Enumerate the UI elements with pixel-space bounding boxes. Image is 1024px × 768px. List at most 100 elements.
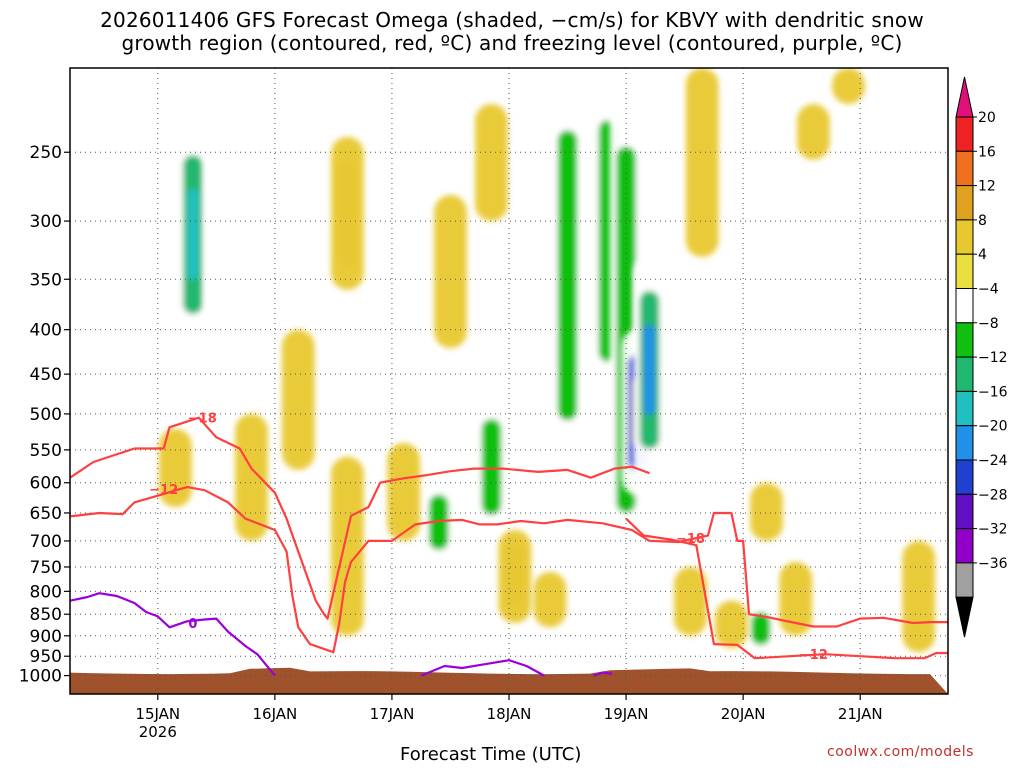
y-tick-label-450: 450 <box>30 365 62 385</box>
pos-omega-blob-3 <box>331 136 364 290</box>
colorbar-label-0: 20 <box>978 110 996 126</box>
x-tick-label-19JAN: 19JAN <box>604 705 649 723</box>
pos-omega-blob-17 <box>685 68 719 258</box>
pos-omega-blob-11 <box>715 600 748 649</box>
y-tick-label-500: 500 <box>30 405 62 425</box>
colorbar-label-9: −20 <box>978 419 1008 435</box>
pos-omega-outer <box>387 442 421 541</box>
y-tick-label-1000: 1000 <box>19 667 62 687</box>
neg-omega-outer <box>398 68 432 246</box>
colorbar-label-10: −24 <box>978 453 1008 469</box>
neg-omega-mid <box>528 122 549 375</box>
x-tick-label-20JAN: 20JAN <box>721 705 766 723</box>
pos-omega-outer <box>434 195 467 349</box>
pos-omega-outer <box>674 566 707 636</box>
contour-label-4: 0 <box>188 617 197 632</box>
colorbar-swatch-3 <box>955 219 974 255</box>
pos-omega-blob-2 <box>281 329 315 470</box>
y-tick-label-400: 400 <box>30 321 62 341</box>
y-tick-label-800: 800 <box>30 582 62 602</box>
pos-omega-blob-9 <box>533 571 567 628</box>
pos-omega-blob-14 <box>796 103 830 160</box>
pos-omega-blob-1 <box>235 413 268 541</box>
neg-omega-blob-9 <box>398 68 432 246</box>
colorbar-label-11: −28 <box>978 487 1008 503</box>
pos-omega-outer <box>281 329 315 470</box>
x-tick-label-17JAN: 17JAN <box>370 705 415 723</box>
colorbar-label-7: −12 <box>978 350 1008 366</box>
neg-omega-mid <box>557 130 578 421</box>
pos-omega-blob-5 <box>387 442 421 541</box>
contour-line-5 <box>420 659 545 677</box>
colorbar-label-1: 16 <box>978 144 996 160</box>
neg-omega-outer <box>767 152 801 366</box>
colorbar-top-arrow <box>955 76 974 118</box>
neg-omega-blob-1 <box>82 68 116 357</box>
neg-omega-mid <box>311 116 332 343</box>
pos-omega-outer <box>779 561 813 636</box>
x-tick-sublabel-15JAN: 2026 <box>139 723 177 741</box>
colorbar-label-2: 12 <box>978 179 996 195</box>
neg-omega-blob-25 <box>843 618 877 645</box>
colorbar-swatch-6 <box>955 322 974 358</box>
neg-omega-blob-21 <box>855 221 889 383</box>
y-tick-label-900: 900 <box>30 627 62 647</box>
neg-omega-mid <box>428 494 449 551</box>
neg-omega-outer <box>855 221 889 383</box>
neg-omega-outer <box>205 68 239 399</box>
credit-text: coolwx.com/models <box>827 744 974 760</box>
colorbar-bottom-arrow <box>955 596 974 638</box>
colorbar-swatch-9 <box>955 425 974 461</box>
neg-omega-blob-14 <box>551 68 584 483</box>
neg-omega-core <box>643 324 656 416</box>
neg-omega-blob-20 <box>767 152 801 366</box>
pos-omega-outer <box>715 600 748 649</box>
y-tick-label-550: 550 <box>30 441 62 461</box>
pos-omega-outer <box>331 456 364 636</box>
neg-omega-core <box>187 188 199 280</box>
y-tick-label-700: 700 <box>30 532 62 552</box>
pos-omega-mid <box>505 543 525 610</box>
neg-omega-blob-6 <box>252 68 286 330</box>
y-tick-label-650: 650 <box>30 504 62 524</box>
neg-omega-blob-13 <box>521 68 555 429</box>
pos-omega-mid <box>337 159 358 267</box>
colorbar-swatch-2 <box>955 185 974 221</box>
neg-omega-blob-22 <box>919 167 948 429</box>
pos-omega-outer <box>902 540 936 653</box>
x-tick-label-16JAN: 16JAN <box>252 705 297 723</box>
neg-omega-mid <box>750 612 771 646</box>
neg-omega-blob-4 <box>176 120 210 349</box>
colorbar-label-12: −32 <box>978 522 1008 538</box>
colorbar-label-3: 8 <box>978 213 987 229</box>
neg-omega-outer <box>919 167 948 429</box>
pos-omega-outer <box>235 413 268 541</box>
pos-omega-outer <box>685 68 719 258</box>
colorbar-swatch-4 <box>955 253 974 289</box>
pos-omega-blob-4 <box>331 456 364 636</box>
y-tick-label-350: 350 <box>30 270 62 290</box>
x-axis-label: Forecast Time (UTC) <box>400 744 582 765</box>
y-tick-label-750: 750 <box>30 558 62 578</box>
colorbar-swatch-11 <box>955 493 974 530</box>
pos-omega-blob-6 <box>434 195 467 349</box>
contour-line-4 <box>70 592 276 677</box>
contour-line-3 <box>649 511 948 628</box>
y-tick-label-600: 600 <box>30 474 62 494</box>
pos-omega-blob-8 <box>475 103 508 222</box>
pos-omega-outer <box>475 103 508 222</box>
pos-omega-outer <box>533 571 567 628</box>
colorbar-label-4: 4 <box>978 247 987 263</box>
contour-label-2: −12 <box>799 648 828 663</box>
neg-omega-outer <box>843 618 877 645</box>
contour-line-2 <box>625 517 948 660</box>
x-tick-label-21JAN: 21JAN <box>838 705 883 723</box>
y-tick-label-950: 950 <box>30 647 62 667</box>
neg-omega-blob-12 <box>475 398 508 536</box>
neg-omega-mid <box>89 111 110 314</box>
contour-label-0: −18 <box>188 412 217 427</box>
neg-omega-outer <box>726 208 760 366</box>
contour-line-0 <box>70 416 650 620</box>
pos-omega-blob-7 <box>498 529 532 624</box>
